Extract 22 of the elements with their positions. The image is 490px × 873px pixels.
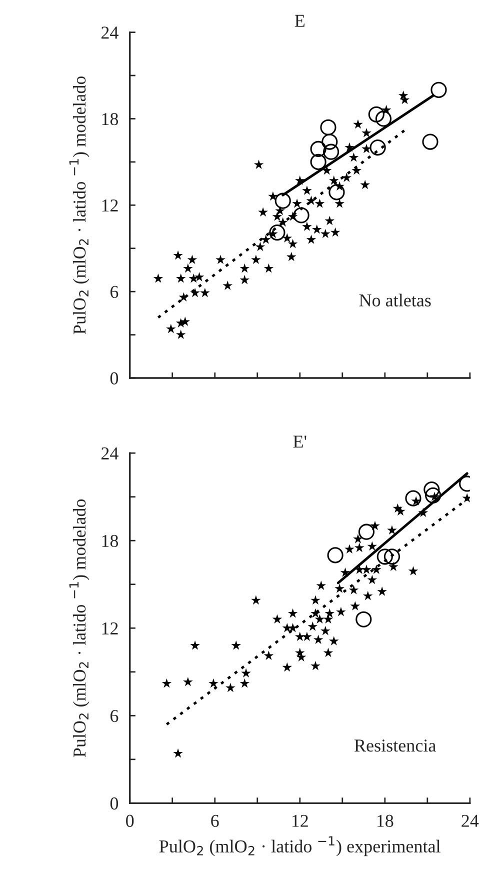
- chart-title: E: [294, 14, 304, 27]
- chart-title: E': [293, 436, 306, 448]
- x-axis-title: PulO$_{2}$ (mlO$_{2}$ · latido $^{−1}$) experimental: [159, 836, 440, 856]
- annotation: Resistencia: [354, 740, 436, 752]
- y-tick-label: 0: [110, 797, 118, 810]
- y-tick-label: 12: [102, 199, 118, 212]
- y-tick-label: 24: [101, 26, 118, 39]
- y-tick-label: 18: [102, 534, 118, 548]
- x-tick-label: 18: [377, 814, 394, 827]
- x-tick-label: 24: [462, 814, 479, 827]
- y-tick-label: 0: [110, 372, 118, 384]
- x-tick-label: 0: [126, 814, 134, 827]
- y-tick-label: 18: [102, 112, 118, 126]
- x-tick-label: 6: [211, 814, 219, 827]
- y-tick-label: 6: [110, 710, 118, 722]
- annotation: No atletas: [359, 294, 431, 306]
- y-tick-label: 24: [101, 447, 118, 460]
- x-tick-label: 12: [292, 814, 308, 827]
- y-axis-title: PulO$_{2}$ (mlO$_{2}$ · latido $^{−1}$) modelado: [69, 499, 90, 758]
- y-tick-label: 12: [102, 622, 118, 634]
- y-axis-title: PulO$_{2}$ (mlO$_{2}$ · latido $^{−1}$) modelado: [69, 76, 90, 334]
- y-tick-label: 6: [110, 286, 118, 298]
